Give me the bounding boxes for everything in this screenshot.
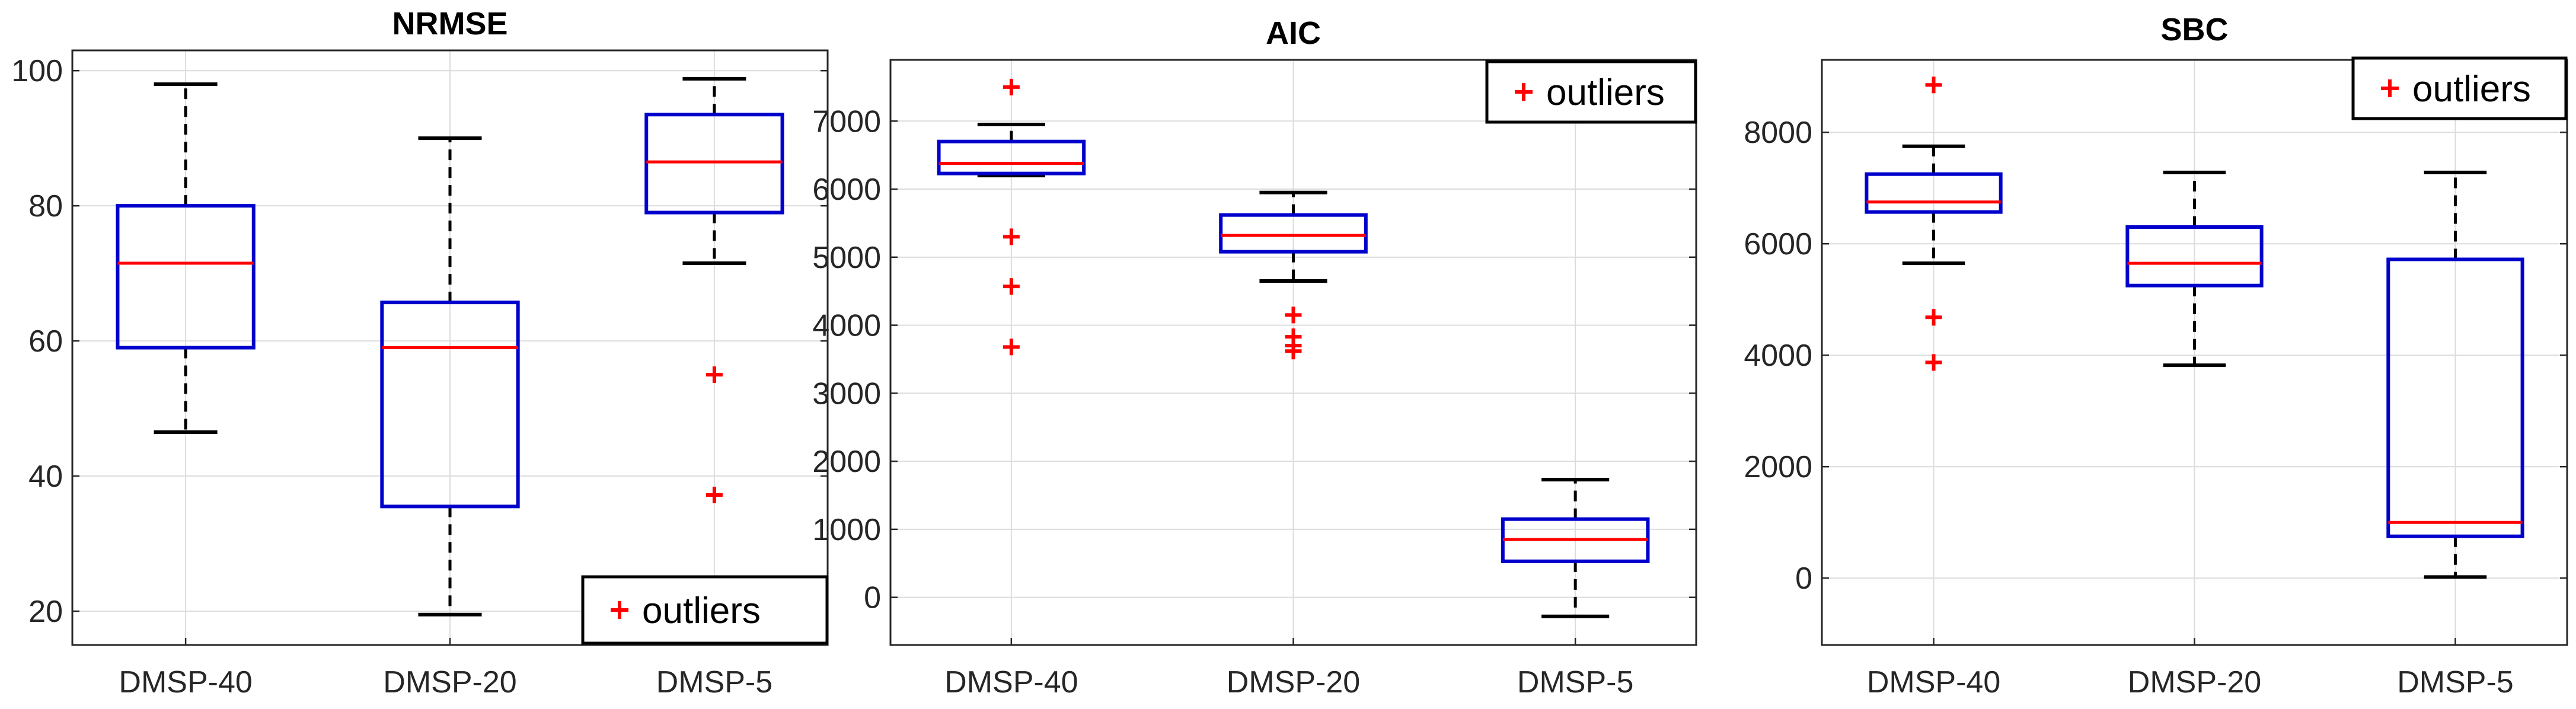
chart-title: AIC [1266, 15, 1321, 51]
legend: outliers [2351, 56, 2568, 120]
x-tick-label: DMSP-5 [2397, 665, 2513, 700]
legend: outliers [1485, 60, 1697, 124]
box-iqr [380, 301, 520, 509]
y-tick-label: 1000 [812, 513, 881, 547]
y-tick-label: 8000 [1744, 116, 1812, 150]
outlier-marker [1285, 343, 1302, 360]
x-tick-label: DMSP-40 [1867, 665, 2000, 700]
box-iqr [1865, 172, 2003, 214]
box-dmsp-5 [2386, 170, 2524, 579]
sbc-panel: SBC 0 2000 4000 6000 8000 DMSP-40 DMSP-20 DMSP-5… [1744, 12, 2568, 700]
y-tick-label: 60 [28, 324, 63, 359]
x-tick-label: DMSP-40 [944, 665, 1078, 700]
outlier-marker [1003, 338, 1020, 356]
x-tick-label: DMSP-5 [656, 665, 773, 700]
y-tick-label: 4000 [812, 309, 881, 343]
outlier-marker [1003, 78, 1020, 95]
y-tick-label: 6000 [1744, 227, 1812, 261]
outlier-marker [1925, 76, 1942, 94]
y-tick-label: 6000 [812, 173, 881, 207]
box-dmsp-40 [116, 82, 256, 434]
aic-panel: AIC 0 1000 2000 3000 4000 5000 6000 7000 DMSP-40 D… [812, 15, 1697, 700]
box-iqr [644, 113, 784, 215]
axes-frame [889, 59, 1697, 646]
box-iqr [937, 139, 1086, 175]
legend-outlier-marker [2381, 79, 2399, 97]
legend-label: outliers [642, 590, 761, 631]
chart-title: SBC [2160, 12, 2228, 47]
outlier-marker [1925, 354, 1942, 371]
box-iqr [2386, 257, 2524, 538]
legend-label: outliers [2412, 69, 2531, 110]
x-tick-label: DMSP-5 [1517, 665, 1633, 700]
y-tick-label: 5000 [812, 241, 881, 275]
y-tick-label: 40 [28, 459, 63, 494]
x-tick-label: DMSP-40 [119, 665, 252, 700]
legend-label: outliers [1546, 72, 1665, 113]
x-tick-label: DMSP-20 [2128, 665, 2261, 700]
x-tick-label: DMSP-20 [383, 665, 516, 700]
y-tick-label: 4000 [1744, 338, 1812, 373]
axes-frame [1821, 59, 2568, 646]
y-tick-label: 0 [1795, 561, 1812, 596]
box-dmsp-40 [1865, 76, 2003, 371]
y-tick-label: 20 [28, 595, 63, 629]
outlier-marker [1285, 306, 1302, 324]
y-tick-label: 7000 [812, 104, 881, 139]
box-dmsp-40 [937, 78, 1086, 356]
y-tick-label: 80 [28, 189, 63, 223]
outlier-marker [706, 366, 723, 384]
chart-title: NRMSE [392, 6, 507, 41]
box-dmsp-20 [1219, 190, 1368, 360]
box-dmsp-20 [380, 136, 520, 617]
outlier-marker [1003, 278, 1020, 295]
legend-outlier-marker [1515, 83, 1533, 101]
legend: outliers [581, 575, 829, 645]
y-tick-label: 3000 [812, 376, 881, 411]
box-iqr [1219, 213, 1368, 254]
box-dmsp-5 [644, 76, 784, 503]
outlier-marker [706, 486, 723, 503]
y-tick-label: 0 [864, 581, 881, 615]
nrmse-panel: NRMSE 20 40 60 80 100 DMSP-40 DMSP-20 DMSP-5 outl… [11, 6, 829, 700]
outlier-marker [1925, 309, 1942, 326]
box-dmsp-5 [1501, 478, 1650, 618]
y-tick-label: 100 [11, 54, 63, 88]
y-tick-label: 2000 [812, 445, 881, 479]
legend-outlier-marker [611, 601, 628, 619]
y-tick-label: 2000 [1744, 450, 1812, 484]
axes-frame [71, 49, 829, 646]
x-tick-label: DMSP-20 [1227, 665, 1360, 700]
box-dmsp-20 [2125, 170, 2264, 368]
box-iqr [2125, 225, 2264, 288]
outlier-marker [1003, 228, 1020, 245]
box-iqr [116, 204, 256, 350]
